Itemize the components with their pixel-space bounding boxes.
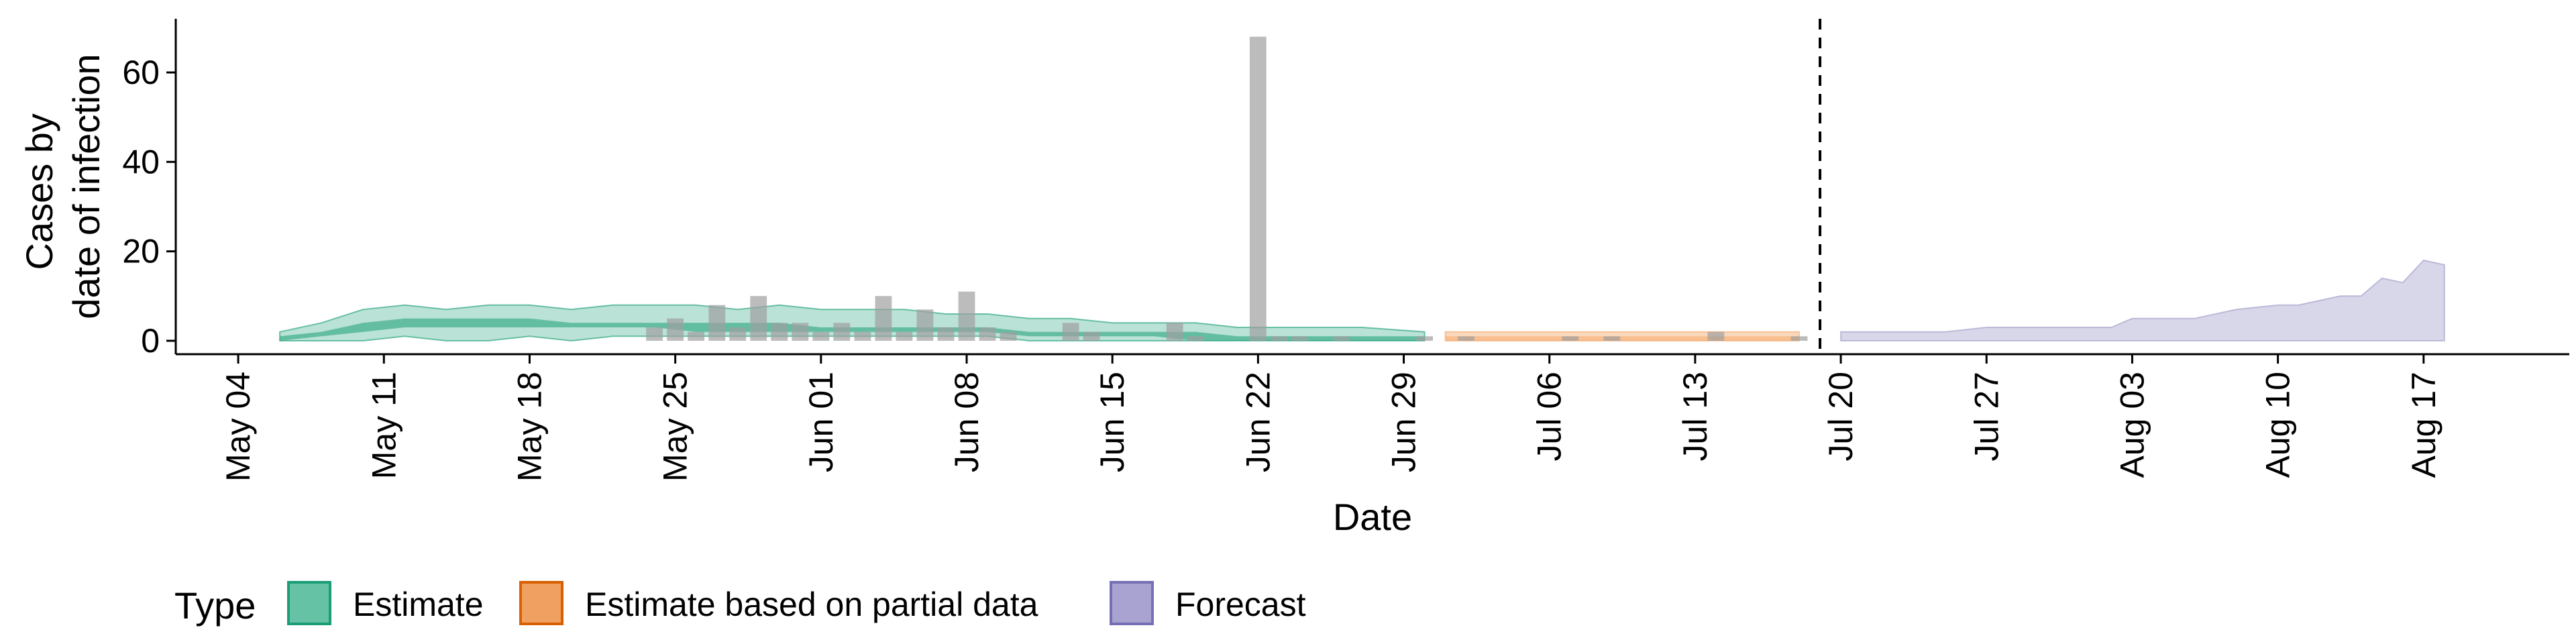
case-bar bbox=[979, 327, 996, 341]
y-tick-label: 40 bbox=[122, 143, 160, 180]
case-bar bbox=[1249, 36, 1267, 341]
case-bar bbox=[667, 318, 684, 341]
legend-items: Estimate Estimate based on partial data Fo… bbox=[287, 581, 1306, 625]
axes: 0 20 40 60 May 04 May 11 May 18 May 25 Jun 01 Jun… bbox=[122, 19, 2569, 482]
y-tick-label: 20 bbox=[122, 233, 160, 270]
estimate-inner-band bbox=[280, 318, 1425, 341]
case-bar bbox=[646, 327, 663, 341]
case-bar bbox=[1166, 323, 1183, 341]
case-bar bbox=[729, 327, 747, 341]
x-tick-label: Jul 06 bbox=[1531, 372, 1568, 461]
case-bar bbox=[958, 291, 975, 341]
forecast-outer-band bbox=[1840, 259, 2445, 341]
legend: Type Estimate Estimate based on partial d… bbox=[174, 581, 1306, 627]
y-axis-title-line-1: Cases by bbox=[18, 113, 60, 270]
case-bar bbox=[854, 331, 871, 341]
legend-swatch-1 bbox=[287, 581, 331, 625]
x-tick-label: Aug 03 bbox=[2113, 372, 2151, 478]
x-tick-label: Jun 15 bbox=[1093, 372, 1131, 472]
estimate-based-on-partial-data-inner-band bbox=[1445, 336, 1799, 341]
legend-label-3: Forecast bbox=[1175, 586, 1306, 623]
x-tick-label: Jul 20 bbox=[1822, 372, 1860, 461]
case-bar bbox=[1083, 331, 1100, 341]
case-bar bbox=[896, 331, 913, 341]
x-tick-label: May 04 bbox=[219, 372, 257, 482]
x-tick-label: Jun 29 bbox=[1385, 372, 1423, 472]
x-tick-label: Aug 10 bbox=[2259, 372, 2297, 478]
case-bar bbox=[1458, 336, 1474, 341]
case-bar bbox=[916, 309, 934, 341]
x-tick-label: May 18 bbox=[511, 372, 548, 482]
y-axis-title-line-2: date of infection bbox=[65, 54, 107, 319]
case-bar bbox=[1062, 323, 1079, 341]
case-bar bbox=[1271, 336, 1287, 341]
case-bar bbox=[1333, 336, 1350, 341]
case-bar bbox=[1790, 336, 1808, 341]
x-tick-label: Jul 27 bbox=[1968, 372, 2005, 461]
y-tick-label: 60 bbox=[122, 54, 160, 91]
case-bar bbox=[688, 331, 704, 341]
case-bar bbox=[1187, 336, 1204, 341]
case-bar bbox=[1562, 336, 1579, 341]
x-tick-label: May 11 bbox=[365, 372, 402, 479]
case-bar bbox=[1603, 336, 1621, 341]
y-axis-title: Cases by date of infection bbox=[18, 54, 107, 319]
case-bar bbox=[1707, 331, 1725, 341]
case-bar bbox=[771, 323, 788, 341]
legend-label-2: Estimate based on partial data bbox=[585, 586, 1038, 623]
x-tick-label: Jun 22 bbox=[1239, 372, 1277, 472]
case-bar bbox=[708, 305, 726, 341]
estimate-bands bbox=[279, 259, 2445, 342]
case-bar bbox=[792, 323, 809, 341]
case-bar bbox=[833, 323, 851, 341]
case-bar bbox=[875, 296, 892, 341]
observed-case-bars bbox=[646, 36, 1808, 341]
x-tick-label: Jun 08 bbox=[948, 372, 985, 472]
legend-title: Type bbox=[174, 584, 256, 627]
x-axis-title: Date bbox=[1333, 496, 1412, 538]
case-bar bbox=[1000, 331, 1017, 341]
x-tick-label: Jul 13 bbox=[1676, 372, 1714, 461]
case-bar bbox=[1291, 336, 1308, 341]
case-bar bbox=[1416, 336, 1433, 341]
case-bar bbox=[937, 327, 955, 341]
case-bar bbox=[750, 296, 767, 341]
case-bar bbox=[812, 331, 830, 341]
x-tick-label: May 25 bbox=[657, 372, 694, 482]
legend-swatch-2 bbox=[519, 581, 564, 625]
x-tick-label: Aug 17 bbox=[2405, 372, 2443, 478]
legend-label-1: Estimate bbox=[353, 586, 484, 623]
legend-swatch-3 bbox=[1110, 581, 1154, 625]
x-tick-label: Jun 01 bbox=[802, 372, 840, 472]
y-tick-label: 0 bbox=[141, 322, 160, 360]
